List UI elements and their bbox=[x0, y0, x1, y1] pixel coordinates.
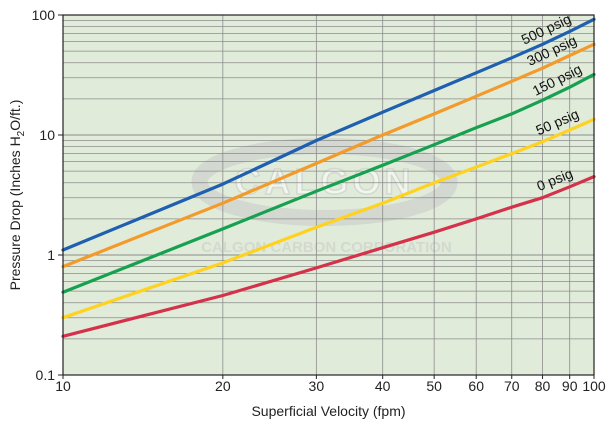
series-line-500-psig bbox=[61, 17, 596, 252]
x-tick-label: 30 bbox=[309, 378, 325, 394]
x-tick-label: 20 bbox=[215, 378, 231, 394]
plot-frame bbox=[62, 14, 595, 376]
watermark-company-text: CALGON CARBON CORPORATION bbox=[201, 239, 452, 256]
y-axis-title-subscript: 2 bbox=[16, 130, 27, 136]
y-axis-title: Pressure Drop (Inches H2O/ft.) bbox=[7, 100, 27, 291]
y-tick-label: 100 bbox=[32, 7, 56, 23]
x-tick-label: 10 bbox=[55, 378, 71, 394]
y-tick-label: 1 bbox=[47, 247, 55, 263]
watermark-logo-text: CALGON bbox=[235, 161, 415, 202]
series-line-300-psig bbox=[61, 42, 596, 269]
series-line-150-psig bbox=[61, 72, 596, 294]
watermark-ring bbox=[191, 138, 458, 226]
x-tick-label: 60 bbox=[468, 378, 484, 394]
x-tick-label: 50 bbox=[426, 378, 442, 394]
x-tick-label: 80 bbox=[535, 378, 551, 394]
x-tick-label: 100 bbox=[582, 378, 606, 394]
series-lines bbox=[61, 17, 596, 338]
series-line-50-psig bbox=[61, 117, 596, 320]
series-line-0-psig bbox=[61, 175, 596, 338]
x-tick-label: 40 bbox=[375, 378, 391, 394]
x-tick-label: 90 bbox=[562, 378, 578, 394]
x-axis-ticks: 10 20 30 40 50 60 70 80 90 100 bbox=[55, 375, 606, 394]
x-tick-label: 70 bbox=[504, 378, 520, 394]
y-axis-title-part2: O/ft.) bbox=[7, 100, 23, 131]
x-axis-title: Superficial Velocity (fpm) bbox=[251, 403, 405, 419]
y-axis-title-part1: Pressure Drop (Inches H bbox=[7, 136, 23, 290]
y-tick-label: 10 bbox=[39, 127, 55, 143]
y-axis-ticks: 0.1 1 10 100 bbox=[32, 7, 63, 383]
y-tick-label: 0.1 bbox=[36, 367, 56, 383]
watermark-logo: CALGON CALGON CARBON CORPORATION bbox=[191, 138, 458, 256]
